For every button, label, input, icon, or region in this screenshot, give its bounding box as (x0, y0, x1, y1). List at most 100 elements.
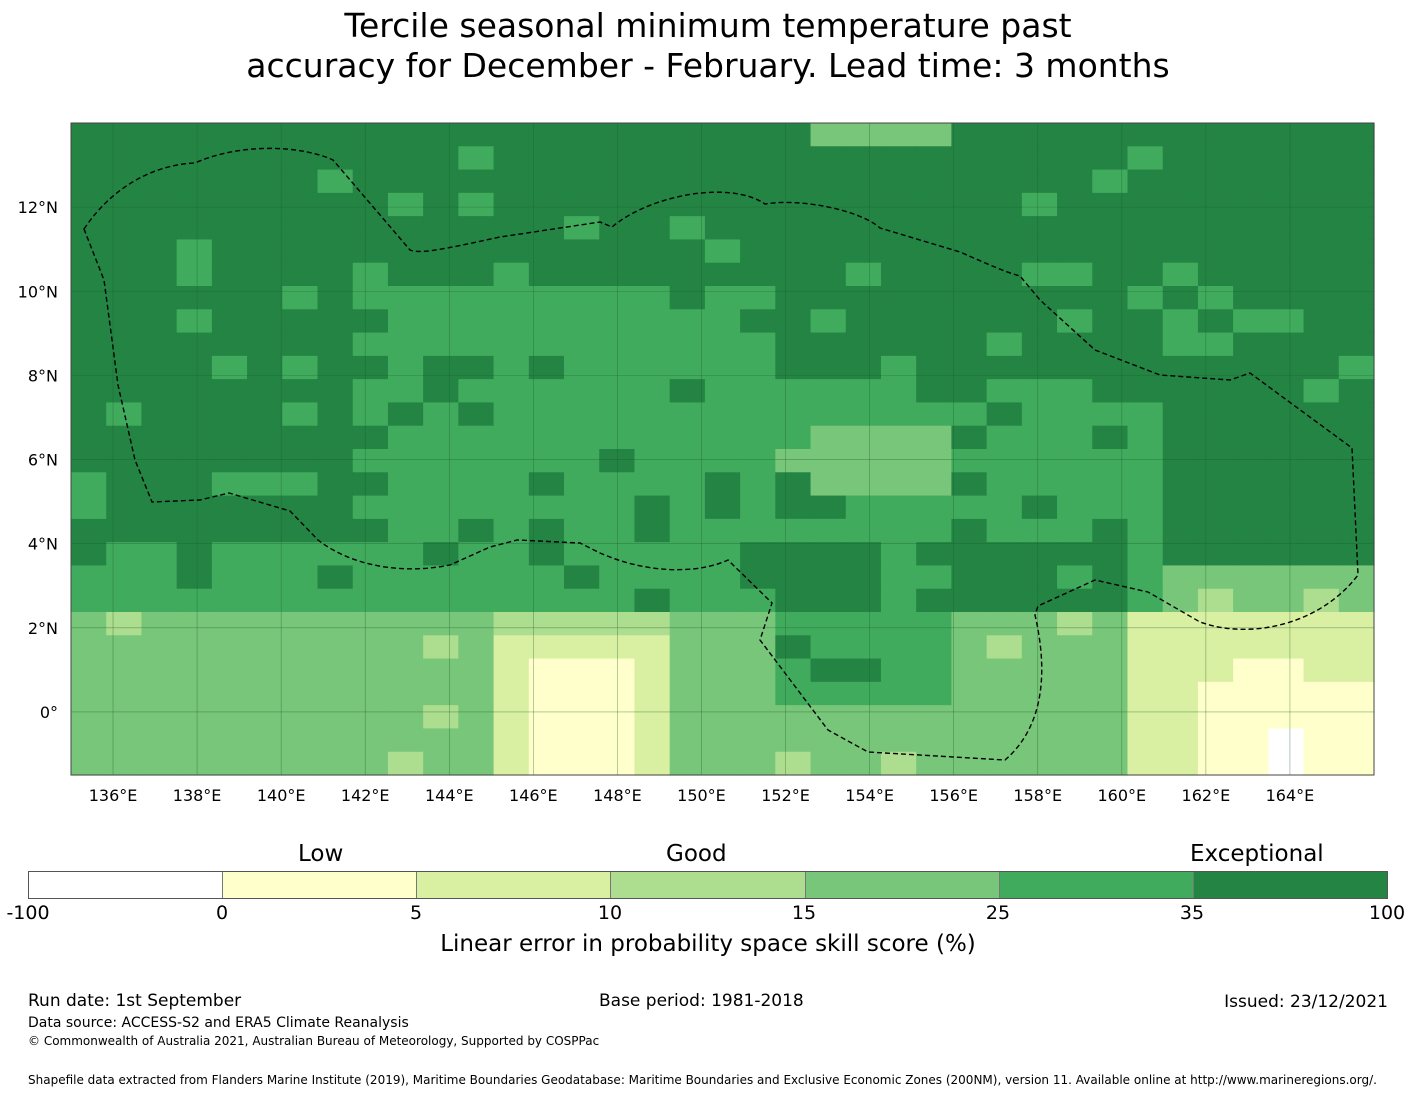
skill-cell (1057, 332, 1093, 357)
skill-cell (71, 402, 107, 427)
skill-cell (1197, 705, 1234, 730)
skill-cell (106, 332, 143, 357)
skill-cell (564, 728, 600, 753)
skill-cell (1233, 286, 1269, 310)
skill-cell (810, 123, 847, 147)
skill-cell (247, 192, 283, 217)
skill-cell (880, 728, 917, 753)
skill-cell (775, 542, 812, 567)
skill-cell (528, 216, 565, 241)
skill-cell (211, 612, 248, 636)
skill-cell (141, 681, 178, 706)
skill-cell (317, 262, 354, 287)
skill-cell (1197, 123, 1234, 147)
skill-cell (951, 472, 988, 497)
skill-cell (1021, 192, 1058, 217)
run-date: Run date: 1st September (28, 991, 242, 1011)
skill-cell (1092, 658, 1129, 683)
skill-cell (704, 216, 741, 241)
skill-cell (387, 751, 424, 776)
skill-cell (634, 425, 671, 450)
skill-cell (1092, 542, 1129, 567)
skill-cell (211, 169, 248, 194)
skill-cell (423, 728, 459, 753)
skill-cell (141, 518, 178, 543)
skill-cell (1092, 146, 1129, 171)
skill-cell (775, 495, 812, 520)
skill-cell (423, 332, 459, 357)
skill-cell (1268, 542, 1305, 567)
skill-cell (1197, 379, 1234, 404)
skill-cell (740, 588, 776, 613)
skill-cell (669, 472, 706, 497)
skill-cell (176, 355, 213, 380)
skill-cell (1127, 355, 1164, 380)
lat-lon-gridlines (71, 123, 1374, 775)
skill-cell (458, 658, 495, 683)
skill-cell (740, 751, 776, 776)
skill-cell (775, 379, 812, 404)
skill-cell (634, 728, 671, 753)
skill-cell (247, 402, 283, 427)
skill-cell (1338, 495, 1375, 520)
skill-cell (1268, 658, 1305, 683)
skill-cell (141, 425, 178, 450)
skill-cell (845, 379, 882, 404)
skill-cell (951, 169, 988, 194)
skill-cell (1162, 635, 1199, 660)
skill-cell (1162, 286, 1199, 310)
skill-cell (1162, 681, 1199, 706)
skill-cell (1057, 192, 1093, 217)
skill-cell (211, 705, 248, 730)
skill-cell (106, 425, 143, 450)
skill-cell (1268, 402, 1305, 427)
skill-cell (1303, 355, 1340, 380)
skill-cell (1268, 495, 1305, 520)
skill-cell (106, 612, 143, 636)
skill-cell (317, 425, 354, 450)
skill-cell (810, 681, 847, 706)
skill-cell (1021, 146, 1058, 171)
skill-cell (951, 449, 988, 473)
skill-cell (916, 658, 953, 683)
skill-cell (740, 286, 776, 310)
skill-cell (1268, 286, 1305, 310)
skill-cell (1057, 728, 1093, 753)
skill-cell (141, 123, 178, 147)
skill-cell (986, 286, 1023, 310)
skill-cell (1127, 123, 1164, 147)
skill-cell (71, 425, 107, 450)
skill-cell (810, 332, 847, 357)
skill-cell (1127, 518, 1164, 543)
skill-cell (282, 402, 319, 427)
skill-cell (1303, 705, 1340, 730)
skill-cell (1303, 449, 1340, 473)
skill-cell (1021, 635, 1058, 660)
skill-cell (880, 262, 917, 287)
skill-cell (423, 146, 459, 171)
skill-cell (880, 216, 917, 241)
skill-cell (282, 472, 319, 497)
skill-cell (176, 751, 213, 776)
skill-cell (423, 123, 459, 147)
skill-cell (634, 449, 671, 473)
skill-cell (1268, 705, 1305, 730)
skill-cell (528, 146, 565, 171)
skill-cell (352, 542, 389, 567)
skill-cell (352, 169, 389, 194)
skill-cell (247, 588, 283, 613)
skill-cell (1057, 169, 1093, 194)
skill-cell (528, 123, 565, 147)
skill-cell (282, 449, 319, 473)
skill-cell (176, 449, 213, 473)
skill-score-cells (71, 123, 1375, 776)
skill-cell (1162, 169, 1199, 194)
skill-cell (634, 612, 671, 636)
skill-cell (986, 355, 1023, 380)
skill-cell (1021, 518, 1058, 543)
skill-cell (916, 379, 953, 404)
skill-cell (1021, 332, 1058, 357)
skill-cell (1057, 262, 1093, 287)
skill-cell (880, 518, 917, 543)
skill-cell (1057, 518, 1093, 543)
